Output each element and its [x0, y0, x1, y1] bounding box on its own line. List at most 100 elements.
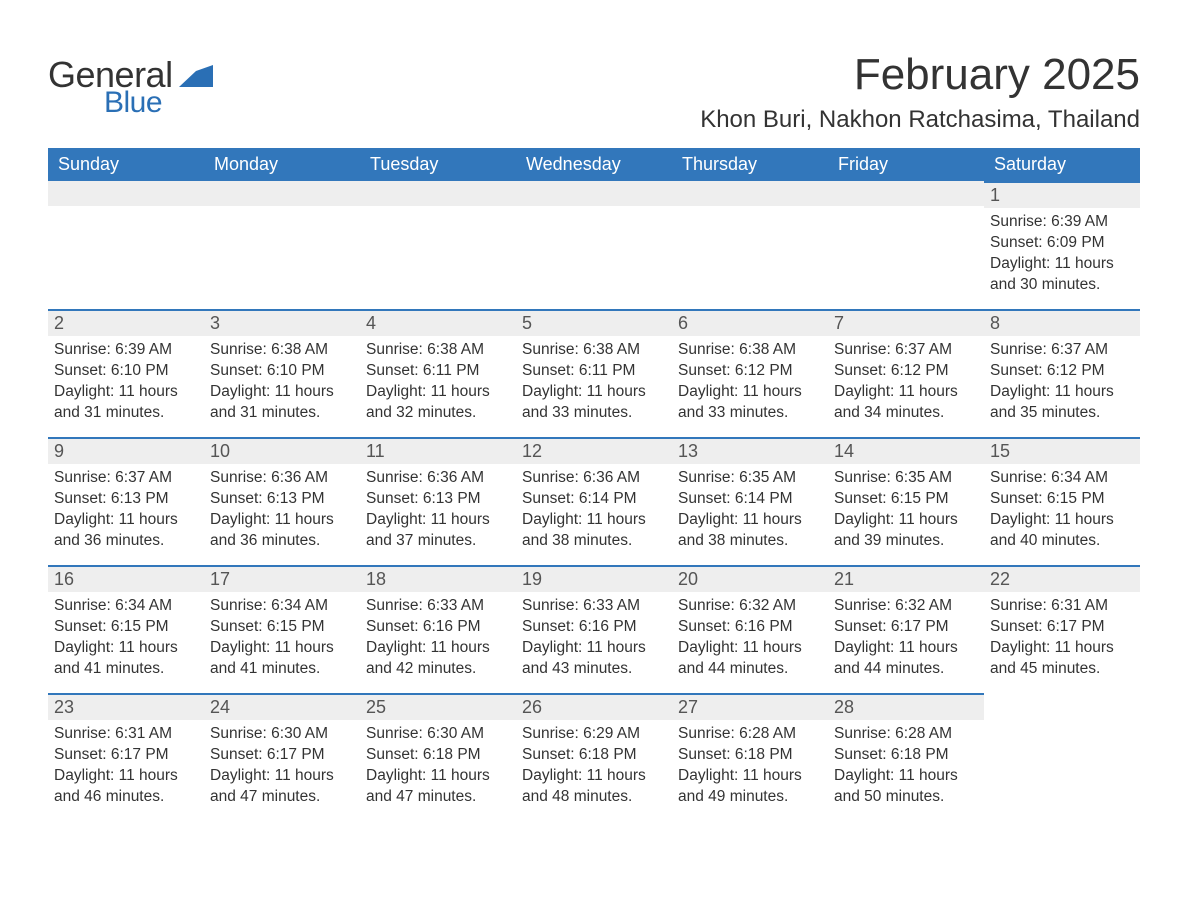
day-details: Sunrise: 6:36 AMSunset: 6:13 PMDaylight:… — [360, 464, 516, 552]
sunset-line: Sunset: 6:18 PM — [522, 745, 666, 766]
calendar-week-row: 23Sunrise: 6:31 AMSunset: 6:17 PMDayligh… — [48, 693, 1140, 821]
sunset-line: Sunset: 6:17 PM — [210, 745, 354, 766]
day-details: Sunrise: 6:30 AMSunset: 6:18 PMDaylight:… — [360, 720, 516, 808]
calendar-week-row: 2Sunrise: 6:39 AMSunset: 6:10 PMDaylight… — [48, 309, 1140, 437]
sunset-line: Sunset: 6:13 PM — [54, 489, 198, 510]
calendar-table: SundayMondayTuesdayWednesdayThursdayFrid… — [48, 148, 1140, 821]
calendar-week-row: 16Sunrise: 6:34 AMSunset: 6:15 PMDayligh… — [48, 565, 1140, 693]
calendar-page: General Blue February 2025 Khon Buri, Na… — [0, 0, 1188, 861]
calendar-cell: 17Sunrise: 6:34 AMSunset: 6:15 PMDayligh… — [204, 565, 360, 693]
calendar-cell: 7Sunrise: 6:37 AMSunset: 6:12 PMDaylight… — [828, 309, 984, 437]
calendar-cell — [828, 181, 984, 309]
sunset-line: Sunset: 6:16 PM — [678, 617, 822, 638]
calendar-cell: 4Sunrise: 6:38 AMSunset: 6:11 PMDaylight… — [360, 309, 516, 437]
day-details: Sunrise: 6:28 AMSunset: 6:18 PMDaylight:… — [828, 720, 984, 808]
daylight-line: Daylight: 11 hours and 50 minutes. — [834, 766, 978, 808]
sunset-line: Sunset: 6:15 PM — [990, 489, 1134, 510]
daylight-line: Daylight: 11 hours and 44 minutes. — [678, 638, 822, 680]
day-details: Sunrise: 6:34 AMSunset: 6:15 PMDaylight:… — [204, 592, 360, 680]
sunrise-line: Sunrise: 6:36 AM — [366, 468, 510, 489]
sunrise-line: Sunrise: 6:29 AM — [522, 724, 666, 745]
calendar-cell: 3Sunrise: 6:38 AMSunset: 6:10 PMDaylight… — [204, 309, 360, 437]
calendar-cell — [204, 181, 360, 309]
day-details: Sunrise: 6:31 AMSunset: 6:17 PMDaylight:… — [48, 720, 204, 808]
day-number: 24 — [204, 693, 360, 720]
day-details: Sunrise: 6:34 AMSunset: 6:15 PMDaylight:… — [984, 464, 1140, 552]
day-number: 6 — [672, 309, 828, 336]
empty-day — [48, 181, 204, 206]
day-number: 9 — [48, 437, 204, 464]
calendar-cell: 24 Sunrise: 6:30 AMSunset: 6:17 PMDayligh… — [204, 693, 360, 821]
sunset-line: Sunset: 6:18 PM — [678, 745, 822, 766]
day-number: 11 — [360, 437, 516, 464]
day-number: 8 — [984, 309, 1140, 336]
day-details: Sunrise: 6:33 AMSunset: 6:16 PMDaylight:… — [516, 592, 672, 680]
calendar-cell: 19Sunrise: 6:33 AMSunset: 6:16 PMDayligh… — [516, 565, 672, 693]
calendar-cell: 16Sunrise: 6:34 AMSunset: 6:15 PMDayligh… — [48, 565, 204, 693]
daylight-line: Daylight: 11 hours and 47 minutes. — [210, 766, 354, 808]
sunset-line: Sunset: 6:15 PM — [210, 617, 354, 638]
day-number: 27 — [672, 693, 828, 720]
day-number: 7 — [828, 309, 984, 336]
day-number: 2 — [48, 309, 204, 336]
sunset-line: Sunset: 6:12 PM — [990, 361, 1134, 382]
sunrise-line: Sunrise: 6:35 AM — [678, 468, 822, 489]
day-number: 23 — [48, 693, 204, 720]
day-number: 15 — [984, 437, 1140, 464]
calendar-cell: 18Sunrise: 6:33 AMSunset: 6:16 PMDayligh… — [360, 565, 516, 693]
calendar-cell: 13Sunrise: 6:35 AMSunset: 6:14 PMDayligh… — [672, 437, 828, 565]
day-details: Sunrise: 6:32 AMSunset: 6:17 PMDaylight:… — [828, 592, 984, 680]
day-number: 10 — [204, 437, 360, 464]
sunrise-line: Sunrise: 6:38 AM — [522, 340, 666, 361]
day-number: 22 — [984, 565, 1140, 592]
daylight-line: Daylight: 11 hours and 35 minutes. — [990, 382, 1134, 424]
calendar-cell: 8Sunrise: 6:37 AMSunset: 6:12 PMDaylight… — [984, 309, 1140, 437]
daylight-line: Daylight: 11 hours and 39 minutes. — [834, 510, 978, 552]
day-details: Sunrise: 6:37 AMSunset: 6:12 PMDaylight:… — [984, 336, 1140, 424]
calendar-cell — [672, 181, 828, 309]
daylight-line: Daylight: 11 hours and 34 minutes. — [834, 382, 978, 424]
day-details: Sunrise: 6:28 AMSunset: 6:18 PMDaylight:… — [672, 720, 828, 808]
empty-day — [204, 181, 360, 206]
sunset-line: Sunset: 6:15 PM — [834, 489, 978, 510]
daylight-line: Daylight: 11 hours and 30 minutes. — [990, 254, 1134, 296]
sunset-line: Sunset: 6:12 PM — [678, 361, 822, 382]
sunset-line: Sunset: 6:12 PM — [834, 361, 978, 382]
sunset-line: Sunset: 6:11 PM — [366, 361, 510, 382]
empty-day — [516, 181, 672, 206]
day-details: Sunrise: 6:31 AMSunset: 6:17 PMDaylight:… — [984, 592, 1140, 680]
day-number: 3 — [204, 309, 360, 336]
calendar-cell: 25Sunrise: 6:30 AMSunset: 6:18 PMDayligh… — [360, 693, 516, 821]
daylight-line: Daylight: 11 hours and 49 minutes. — [678, 766, 822, 808]
daylight-line: Daylight: 11 hours and 46 minutes. — [54, 766, 198, 808]
sunrise-line: Sunrise: 6:31 AM — [54, 724, 198, 745]
calendar-cell — [48, 181, 204, 309]
daylight-line: Daylight: 11 hours and 37 minutes. — [366, 510, 510, 552]
daylight-line: Daylight: 11 hours and 41 minutes. — [210, 638, 354, 680]
sunrise-line: Sunrise: 6:32 AM — [678, 596, 822, 617]
day-header: Saturday — [984, 148, 1140, 181]
calendar-cell: 15Sunrise: 6:34 AMSunset: 6:15 PMDayligh… — [984, 437, 1140, 565]
sunset-line: Sunset: 6:13 PM — [366, 489, 510, 510]
daylight-line: Daylight: 11 hours and 36 minutes. — [54, 510, 198, 552]
calendar-cell: 22Sunrise: 6:31 AMSunset: 6:17 PMDayligh… — [984, 565, 1140, 693]
day-details: Sunrise: 6:29 AMSunset: 6:18 PMDaylight:… — [516, 720, 672, 808]
sunset-line: Sunset: 6:17 PM — [990, 617, 1134, 638]
sunrise-line: Sunrise: 6:33 AM — [522, 596, 666, 617]
sunrise-line: Sunrise: 6:35 AM — [834, 468, 978, 489]
sunset-line: Sunset: 6:13 PM — [210, 489, 354, 510]
daylight-line: Daylight: 11 hours and 45 minutes. — [990, 638, 1134, 680]
day-details: Sunrise: 6:38 AMSunset: 6:11 PMDaylight:… — [516, 336, 672, 424]
sunset-line: Sunset: 6:11 PM — [522, 361, 666, 382]
sunset-line: Sunset: 6:18 PM — [834, 745, 978, 766]
daylight-line: Daylight: 11 hours and 33 minutes. — [678, 382, 822, 424]
day-details: Sunrise: 6:37 AMSunset: 6:12 PMDaylight:… — [828, 336, 984, 424]
month-year-title: February 2025 — [700, 50, 1140, 100]
sunrise-line: Sunrise: 6:38 AM — [366, 340, 510, 361]
daylight-line: Daylight: 11 hours and 47 minutes. — [366, 766, 510, 808]
page-header: General Blue February 2025 Khon Buri, Na… — [48, 40, 1140, 148]
day-number: 16 — [48, 565, 204, 592]
sunrise-line: Sunrise: 6:30 AM — [210, 724, 354, 745]
day-number: 13 — [672, 437, 828, 464]
day-details: Sunrise: 6:34 AMSunset: 6:15 PMDaylight:… — [48, 592, 204, 680]
